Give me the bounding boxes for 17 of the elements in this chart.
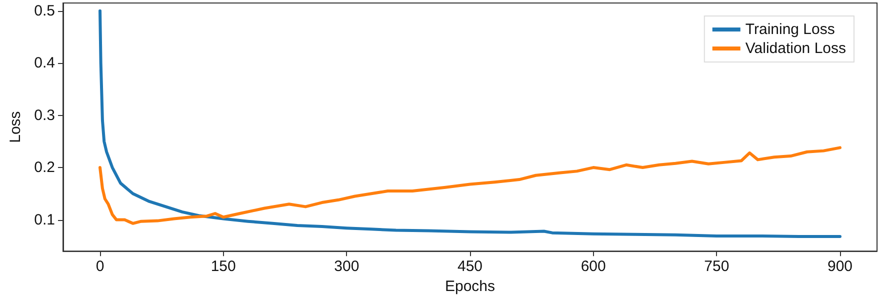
legend-label: Training Loss bbox=[745, 21, 835, 38]
y-tick-label: 0.2 bbox=[34, 159, 55, 176]
x-tick-label: 450 bbox=[457, 258, 483, 276]
x-tick-label: 0 bbox=[96, 258, 104, 276]
x-tick-label: 300 bbox=[334, 258, 360, 276]
x-tick-label: 900 bbox=[827, 258, 853, 276]
y-tick-label: 0.1 bbox=[34, 211, 55, 228]
line-series bbox=[98, 146, 842, 225]
x-tick-label: 150 bbox=[210, 258, 236, 276]
y-tick-label: 0.5 bbox=[34, 2, 55, 20]
y-tick-label: 0.3 bbox=[34, 106, 55, 124]
x-tick-label: 600 bbox=[580, 258, 606, 276]
legend-label: Validation Loss bbox=[745, 40, 846, 57]
x-tick-label: 750 bbox=[704, 258, 730, 276]
y-tick-label: 0.4 bbox=[34, 54, 55, 72]
y-axis-title: Loss bbox=[7, 111, 24, 143]
x-axis-title: Epochs bbox=[444, 278, 496, 295]
